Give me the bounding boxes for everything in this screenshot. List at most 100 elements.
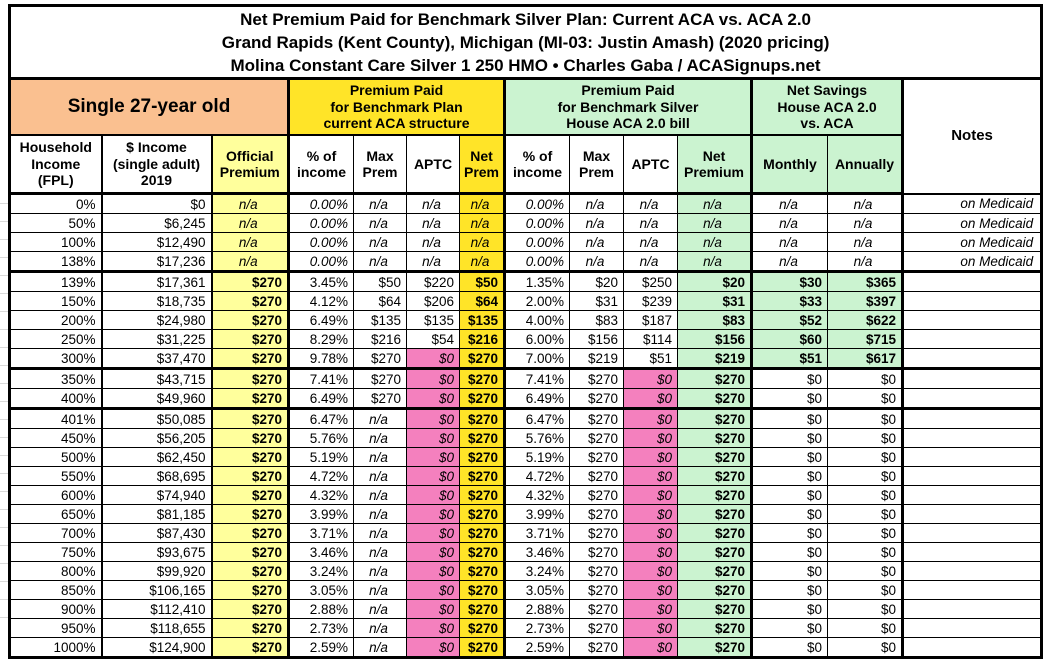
cell: $50 — [459, 271, 505, 292]
cell: $0 — [827, 523, 903, 543]
cell: $0 — [623, 504, 678, 524]
cell: $64 — [459, 291, 505, 311]
cell: $270 — [210, 542, 289, 562]
cell: $156 — [569, 329, 624, 349]
cell: 2.73% — [503, 618, 570, 638]
cell: $156 — [677, 329, 752, 349]
table-row: 50% $6,245 n/a 0.00% n/a n/a n/a 0.00% n/a n/a n/a… — [9, 213, 1043, 233]
cell: $270 — [569, 428, 624, 448]
cell: n/a — [459, 213, 505, 233]
cell: 9.78% — [287, 348, 354, 370]
cell: $270 — [459, 542, 505, 562]
cell: 850% — [9, 580, 102, 600]
table-row: 138% $17,236 n/a 0.00% n/a n/a n/a 0.00% n/a n/a n… — [9, 251, 1043, 273]
cell: $270 — [459, 388, 505, 410]
cell: 0.00% — [503, 193, 570, 214]
cell: $270 — [459, 466, 505, 486]
cell: $270 — [569, 485, 624, 505]
cell: $31,225 — [100, 329, 212, 349]
cell: $83 — [569, 310, 624, 330]
table-row: 200% $24,980 $270 6.49% $135 $135 $135 4.00% $83… — [9, 310, 1043, 330]
cell: $270 — [353, 348, 407, 370]
cell: $0 — [623, 485, 678, 505]
cell: 138% — [9, 251, 102, 273]
cell: $0 — [827, 599, 903, 619]
cell: $270 — [210, 504, 289, 524]
cell: $270 — [677, 447, 752, 467]
cell: $270 — [677, 504, 752, 524]
cell: $0 — [750, 618, 828, 638]
cell: n/a — [569, 232, 624, 252]
cell: 4.12% — [287, 291, 354, 311]
cell: $220 — [406, 271, 460, 292]
cell — [900, 504, 1043, 524]
cell: $0 — [406, 388, 460, 410]
premium-comparison-table: Net Premium Paid for Benchmark Silver Pl… — [8, 4, 1044, 659]
cell: 0.00% — [287, 193, 354, 214]
cell: $0 — [827, 368, 903, 389]
cell: $0 — [406, 618, 460, 638]
cell: 0% — [9, 193, 102, 214]
cell: $50,085 — [100, 408, 212, 429]
cell: $0 — [827, 466, 903, 486]
cell: $0 — [750, 388, 828, 410]
col-header-aca2-pct-income: % of income — [503, 134, 570, 195]
cell: $270 — [210, 485, 289, 505]
cell: $270 — [677, 466, 752, 486]
cell: $0 — [827, 388, 903, 410]
cell: n/a — [827, 213, 903, 233]
cell — [900, 466, 1043, 486]
cell: $0 — [100, 193, 212, 214]
cell: $270 — [677, 408, 752, 429]
cell: $365 — [827, 271, 903, 292]
title-line-1: Net Premium Paid for Benchmark Silver Pl… — [240, 9, 812, 29]
cell: $37,470 — [100, 348, 212, 370]
cell: n/a — [623, 232, 678, 252]
cell — [900, 428, 1043, 448]
cell: 2.59% — [287, 637, 354, 658]
cell: n/a — [210, 251, 289, 273]
cell: 0.00% — [503, 213, 570, 233]
cell: $0 — [406, 447, 460, 467]
cell: $617 — [827, 348, 903, 370]
cell: n/a — [623, 193, 678, 214]
cell: $74,940 — [100, 485, 212, 505]
cell: n/a — [459, 193, 505, 214]
cell: $20 — [569, 271, 624, 292]
table-row: 650% $81,185 $270 3.99% n/a $0 $270 3.99% $270 $0… — [9, 504, 1043, 524]
cell: on Medicaid — [900, 251, 1043, 273]
cell: 5.76% — [287, 428, 354, 448]
cell: n/a — [353, 580, 407, 600]
cell: n/a — [623, 251, 678, 273]
cell: $0 — [623, 580, 678, 600]
cell: $270 — [569, 580, 624, 600]
cell: 3.46% — [287, 542, 354, 562]
cell: $0 — [623, 466, 678, 486]
col-header-notes: Notes — [900, 78, 1043, 195]
cell: $0 — [827, 447, 903, 467]
cell: 4.72% — [287, 466, 354, 486]
title-row: Net Premium Paid for Benchmark Silver Pl… — [8, 5, 1043, 80]
sheet-gridlines-left — [0, 186, 8, 626]
cell: 500% — [9, 447, 102, 467]
cell: 2.88% — [503, 599, 570, 619]
cell: $270 — [353, 368, 407, 389]
cell — [900, 637, 1043, 658]
cell: $270 — [677, 542, 752, 562]
cell: $270 — [569, 408, 624, 429]
cell: $270 — [459, 485, 505, 505]
cell: $270 — [677, 485, 752, 505]
cell: $0 — [750, 485, 828, 505]
cell: $0 — [406, 485, 460, 505]
cell: $270 — [459, 348, 505, 370]
cell: $0 — [750, 368, 828, 389]
cell: n/a — [353, 542, 407, 562]
cell: 401% — [9, 408, 102, 429]
cell: $62,450 — [100, 447, 212, 467]
table-row: 100% $12,490 n/a 0.00% n/a n/a n/a 0.00% n/a n/a n… — [9, 232, 1043, 252]
cell: $31 — [677, 291, 752, 311]
cell — [900, 618, 1043, 638]
cell: $270 — [677, 580, 752, 600]
cell: $270 — [459, 368, 505, 389]
cell: $270 — [210, 618, 289, 638]
